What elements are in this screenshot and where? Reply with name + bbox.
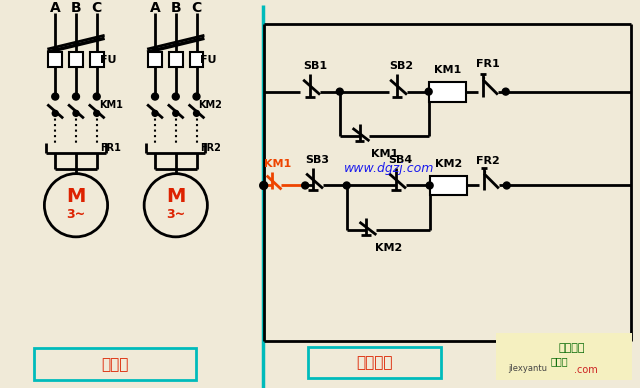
Circle shape xyxy=(93,93,100,100)
Text: FR2: FR2 xyxy=(200,143,221,153)
Text: B: B xyxy=(70,1,81,15)
Text: KM1: KM1 xyxy=(434,65,461,75)
Text: 电工之居: 电工之居 xyxy=(559,343,585,353)
Circle shape xyxy=(73,111,79,116)
Bar xyxy=(429,176,467,195)
Circle shape xyxy=(425,88,432,95)
Text: FR1: FR1 xyxy=(476,59,500,69)
Text: B: B xyxy=(170,1,181,15)
Bar xyxy=(69,52,83,67)
Text: 3~: 3~ xyxy=(166,208,186,221)
Circle shape xyxy=(72,93,79,100)
Circle shape xyxy=(44,173,108,237)
Circle shape xyxy=(503,182,510,189)
Text: 接线图: 接线图 xyxy=(550,356,568,366)
Text: KM2: KM2 xyxy=(435,159,462,169)
Text: SB3: SB3 xyxy=(305,155,329,165)
Text: www.dgzj.com: www.dgzj.com xyxy=(344,162,435,175)
Text: KM1: KM1 xyxy=(371,149,398,159)
Text: SB2: SB2 xyxy=(389,61,413,71)
Text: 主电路: 主电路 xyxy=(101,357,128,372)
Circle shape xyxy=(94,111,100,116)
Text: C: C xyxy=(92,1,102,15)
Circle shape xyxy=(343,182,350,189)
Text: KM2: KM2 xyxy=(198,100,222,111)
Bar xyxy=(496,333,632,380)
Circle shape xyxy=(52,93,59,100)
Bar xyxy=(148,52,162,67)
Text: C: C xyxy=(191,1,202,15)
Circle shape xyxy=(193,111,200,116)
Circle shape xyxy=(152,93,159,100)
Text: FU: FU xyxy=(200,55,216,65)
Bar xyxy=(189,52,204,67)
Bar xyxy=(169,52,182,67)
FancyBboxPatch shape xyxy=(33,348,196,380)
Text: A: A xyxy=(150,1,161,15)
Text: M: M xyxy=(166,187,186,206)
Text: FR2: FR2 xyxy=(476,156,500,166)
Circle shape xyxy=(301,182,308,189)
Text: SB4: SB4 xyxy=(388,155,412,165)
Circle shape xyxy=(426,182,433,189)
Circle shape xyxy=(193,93,200,100)
Text: 3~: 3~ xyxy=(67,208,86,221)
Text: M: M xyxy=(67,187,86,206)
Text: 控制电路: 控制电路 xyxy=(356,355,392,370)
Bar xyxy=(90,52,104,67)
Text: .com: .com xyxy=(574,365,598,375)
Circle shape xyxy=(173,111,179,116)
Circle shape xyxy=(502,88,509,95)
Text: A: A xyxy=(50,1,61,15)
Circle shape xyxy=(336,88,343,95)
Text: KM1: KM1 xyxy=(264,159,291,169)
Bar xyxy=(49,52,62,67)
Circle shape xyxy=(152,111,158,116)
Circle shape xyxy=(52,111,58,116)
Bar xyxy=(429,82,466,102)
Text: FR1: FR1 xyxy=(100,143,121,153)
Circle shape xyxy=(144,173,207,237)
FancyBboxPatch shape xyxy=(308,346,440,378)
Text: FU: FU xyxy=(100,55,117,65)
Text: KM1: KM1 xyxy=(99,100,122,111)
Text: KM2: KM2 xyxy=(374,243,402,253)
Text: SB1: SB1 xyxy=(303,61,327,71)
Circle shape xyxy=(260,182,268,189)
Text: jlexyantu: jlexyantu xyxy=(508,364,547,372)
Circle shape xyxy=(172,93,179,100)
